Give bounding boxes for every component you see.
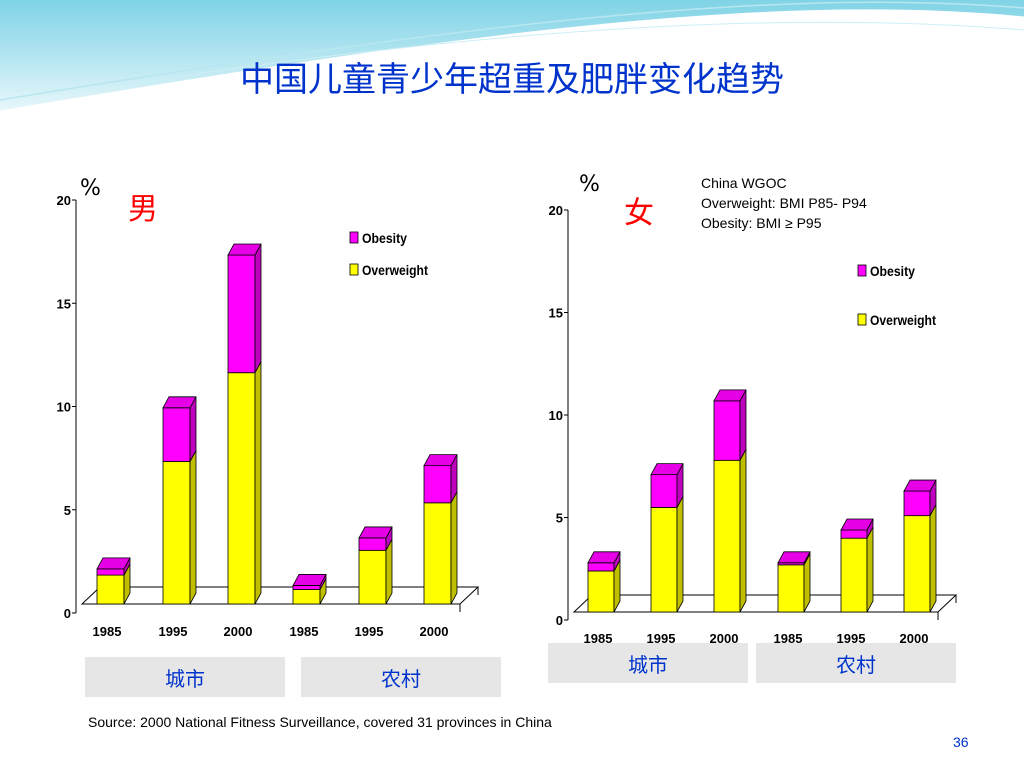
bar-overweight (903, 515, 931, 613)
note-line-3: Obesity: BMI ≥ P95 (701, 215, 822, 231)
y-tick-label: 10 (57, 400, 71, 415)
bar-obesity-top (292, 574, 327, 586)
unit-label-male: % (80, 176, 101, 201)
definition-note: China WGOC Overweight: BMI P85- P94 Obes… (701, 173, 867, 233)
bar-overweight (840, 537, 868, 613)
x-tick-label: 2000 (224, 624, 253, 639)
unit-label-female: % (579, 172, 600, 197)
bar-obesity (587, 562, 615, 572)
source-note: Source: 2000 National Fitness Surveillan… (88, 714, 552, 730)
x-tick-label: 2000 (710, 631, 739, 646)
legend-label: Overweight (870, 312, 936, 328)
legend-swatch (857, 313, 867, 326)
y-tick-label: 5 (64, 503, 71, 518)
x-tick-label: 1995 (837, 631, 866, 646)
bar-overweight (650, 507, 678, 613)
group-label-rural-male: 农村 (301, 657, 501, 697)
bar-obesity-top (777, 551, 811, 564)
bar-obesity (227, 254, 256, 374)
gender-label-female: 女 (624, 196, 654, 231)
x-tick-label: 1985 (774, 631, 803, 646)
gender-label-male: 男 (128, 192, 158, 227)
x-tick-label: 1985 (93, 624, 122, 639)
bar-overweight (777, 564, 805, 613)
bar-overweight-side (739, 449, 747, 613)
x-tick-label: 1985 (584, 631, 613, 646)
bar-obesity (650, 474, 678, 508)
x-tick-label: 1995 (159, 624, 188, 639)
note-line-1: China WGOC (701, 175, 787, 191)
legend-swatch (349, 263, 359, 276)
slide-title: 中国儿童青少年超重及肥胖变化趋势 (240, 60, 784, 100)
bar-obesity-top (162, 396, 197, 409)
y-tick-label: 0 (64, 606, 71, 621)
bar-obesity-top (96, 557, 131, 570)
legend-label: Overweight (362, 262, 428, 278)
y-tick-label: 15 (57, 296, 71, 311)
bar-obesity-top (358, 526, 393, 539)
bar-overweight-side (929, 504, 937, 613)
bar-obesity-top (650, 463, 684, 476)
bar-obesity (162, 407, 191, 462)
group-label-urban-female: 城市 (548, 643, 748, 683)
y-tick-label: 15 (549, 306, 563, 321)
bar-overweight-side (866, 527, 874, 613)
y-tick-label: 0 (556, 613, 563, 628)
bar-obesity-top (227, 243, 262, 256)
bar-obesity (713, 400, 741, 461)
page-number: 36 (953, 734, 969, 750)
bar-obesity-top (713, 389, 747, 402)
legend-swatch (349, 231, 359, 244)
note-line-2: Overweight: BMI P85- P94 (701, 195, 867, 211)
x-tick-label: 1995 (647, 631, 676, 646)
group-label-urban-male: 城市 (85, 657, 285, 697)
bar-obesity-side (739, 389, 747, 461)
y-tick-label: 10 (549, 408, 563, 423)
bar-overweight (713, 459, 741, 613)
x-tick-label: 2000 (420, 624, 449, 639)
x-tick-label: 1995 (355, 624, 384, 639)
legend-label: Obesity (870, 263, 915, 279)
group-label-rural-female: 农村 (756, 643, 956, 683)
chart-floor (572, 594, 958, 613)
x-tick-label: 2000 (900, 631, 929, 646)
bar-overweight (358, 549, 387, 605)
legend-swatch (857, 264, 867, 277)
x-tick-label: 1985 (290, 624, 319, 639)
background-swoosh (0, 0, 1024, 114)
bar-overweight (587, 570, 615, 613)
bar-overweight (162, 461, 191, 605)
bar-obesity (903, 490, 931, 517)
y-tick-label: 20 (57, 193, 71, 208)
legend-label: Obesity (362, 230, 407, 246)
bar-obesity-top (903, 479, 937, 492)
y-tick-label: 5 (556, 511, 563, 526)
bar-overweight (423, 502, 452, 605)
bar-obesity-top (840, 518, 874, 531)
y-tick-label: 20 (549, 203, 563, 218)
bar-overweight-side (676, 496, 684, 613)
bar-obesity-top (423, 454, 458, 467)
bar-obesity-top (587, 551, 621, 564)
bar-overweight (227, 372, 256, 605)
bar-obesity (840, 529, 868, 539)
